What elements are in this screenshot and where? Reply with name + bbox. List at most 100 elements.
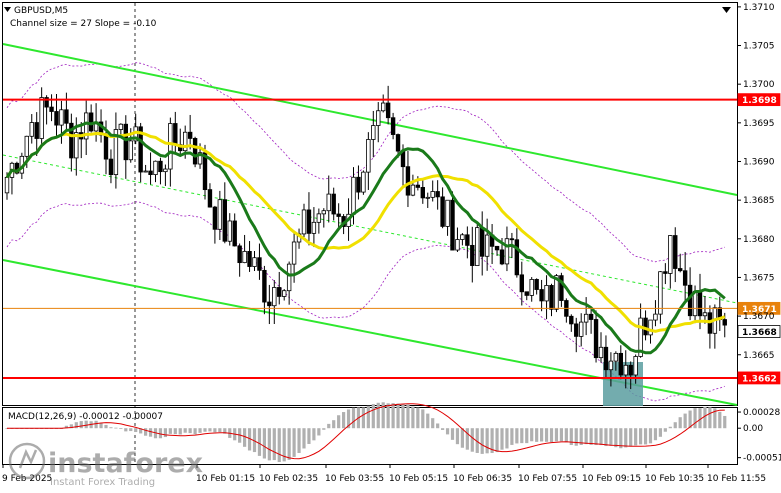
candle-body [663,271,668,274]
candle-body [64,109,69,124]
candle-body [534,279,539,290]
candle [331,187,336,221]
candle-body [702,312,708,317]
level-tag-1.3671 [737,301,781,315]
candle-body [153,160,158,176]
candle-body [267,301,272,307]
candle-body [54,111,59,126]
candle-body [475,227,480,266]
macd-bar [134,428,138,433]
candle [534,278,539,295]
candle [148,152,153,185]
macd-bar [648,428,653,444]
candle-body [108,158,114,176]
candle-body [395,134,401,152]
candle [658,271,663,324]
candle [682,252,688,301]
candle-body [504,238,510,265]
candle-body [84,112,89,140]
candle-body [163,168,168,173]
candle-body [69,122,74,159]
candle-body [143,170,148,173]
macd-bar [426,413,430,429]
candle [252,251,257,272]
candle-body [658,271,663,315]
candle [207,183,213,208]
candle-body [232,220,237,247]
macd-bar [584,428,588,445]
candle-body [494,245,500,251]
level-tag-text-1.3668: 1.3668 [742,328,777,338]
macd-bar [485,428,489,454]
candle [673,227,678,283]
price-levels: 1.3698 1.3662 1.3671 1.3668 [3,93,781,384]
candle [628,361,633,390]
moving-averages [5,120,726,355]
candle [39,87,44,147]
macd-bar [540,428,544,442]
candle [242,234,247,264]
macd-bar [139,428,143,434]
candle [653,300,658,327]
candle [237,243,242,277]
candle-body [187,131,193,139]
candle [153,160,158,183]
candle [559,272,564,307]
candle [376,102,381,143]
macd-bar [535,428,539,442]
macd-bar [282,428,286,462]
macd-bar [683,413,687,429]
macd-bar [351,407,356,429]
macd-bar [678,417,682,429]
macd-signal-line [7,403,725,460]
macd-bar [554,428,559,442]
candle [435,180,440,210]
candle [420,178,425,204]
candle-body [262,269,267,303]
candle-body [598,346,604,359]
candle-body [519,274,524,293]
candle-body [331,193,336,215]
candle-body [371,125,376,140]
candle-body [559,275,564,301]
candle [356,165,361,200]
time-tick-label: 10 Feb 03:55 [325,474,384,484]
candle [316,208,322,234]
macd-tick-label: 0.00 [743,424,763,434]
channel-upper-line [2,43,738,196]
macd-header: MACD(12,26,9) -0.00012 -0.00007 [8,412,163,422]
candle [371,110,376,158]
candle-body [257,257,262,271]
scroll-marker-icon[interactable] [722,7,731,13]
candle-body [484,234,490,257]
candle-body [286,263,292,292]
macd-bar [574,428,578,446]
macd-bar [510,428,514,445]
candle-body [272,287,277,307]
macd-bar [490,428,494,454]
candle-body [653,313,658,321]
macd-bar [119,428,123,430]
dropdown-triangle-icon[interactable] [4,7,11,12]
candle-body [168,123,173,170]
macd-bar [614,428,618,448]
level-tag-1.3698 [737,93,781,107]
macd-bar [634,428,638,446]
time-tick-label: 10 Feb 07:55 [518,474,577,484]
candle-body [410,184,416,196]
candle [247,241,252,272]
candle-body [217,199,223,230]
ma-slow-line [5,130,726,333]
macd-bar [495,428,499,453]
macd-bar [564,428,568,443]
candle-body [306,209,312,234]
candle [311,207,317,248]
macd-bar [559,428,563,442]
candle-body [549,285,554,310]
candle-body [618,352,623,376]
macd-bar [346,409,351,429]
macd-bar [718,411,722,429]
candle-body [118,123,124,130]
macd-bar [287,428,291,460]
